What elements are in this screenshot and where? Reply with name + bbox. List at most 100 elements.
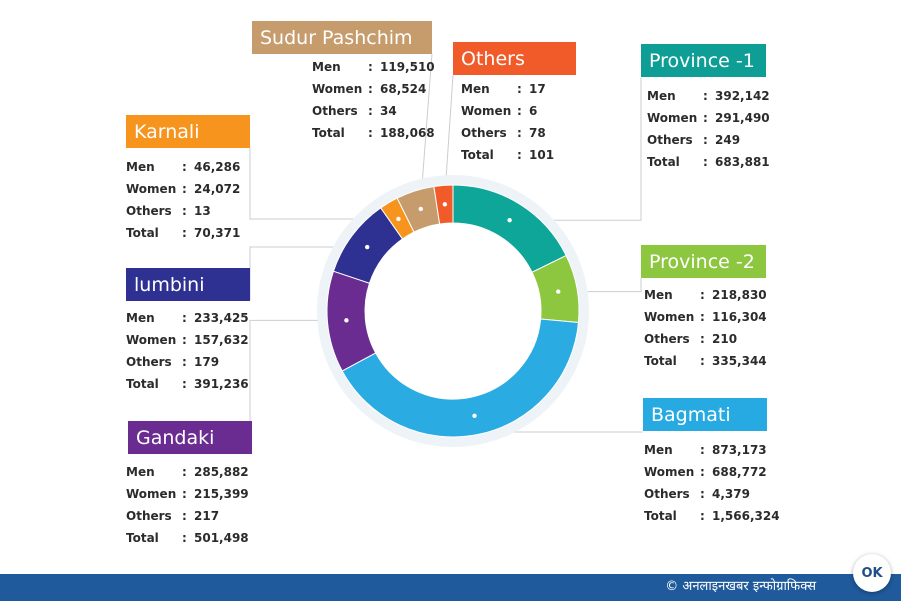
stat-key-women: Women: [312, 82, 363, 96]
stat-value-men: 873,173: [712, 443, 767, 457]
stat-value-others: 4,379: [712, 487, 750, 501]
stat-value-women: 157,632: [194, 333, 249, 347]
donut-slices: [317, 175, 589, 447]
stat-value-others: 217: [194, 509, 220, 523]
connector-dot: [344, 318, 349, 323]
stat-key-women: Women: [126, 487, 177, 501]
label-province-1: Province -1: [641, 44, 766, 77]
stat-colon: :: [700, 443, 705, 457]
stat-key-total: Total: [461, 148, 494, 162]
stat-value-men: 392,142: [715, 89, 770, 103]
stat-row-men: Men:873,173: [644, 439, 780, 461]
stat-key-women: Women: [461, 104, 512, 118]
connector-line: [249, 148, 399, 220]
stat-colon: :: [703, 155, 708, 169]
stat-value-women: 688,772: [712, 465, 767, 479]
connector-line: [249, 246, 368, 300]
stat-colon: :: [368, 126, 373, 140]
stat-value-total: 70,371: [194, 226, 241, 240]
label-text: Sudur Pashchim: [260, 26, 413, 49]
stat-value-women: 215,399: [194, 487, 249, 501]
stat-colon: :: [182, 377, 187, 391]
stat-row-others: Others:179: [126, 351, 249, 373]
stat-row-total: Total:70,371: [126, 222, 240, 244]
connector-dots: [344, 202, 561, 419]
stat-value-others: 210: [712, 332, 738, 346]
stat-colon: :: [182, 204, 187, 218]
stat-row-total: Total:101: [461, 144, 554, 166]
stat-row-others: Others:13: [126, 200, 240, 222]
stat-key-others: Others: [312, 104, 358, 118]
stat-key-men: Men: [461, 82, 490, 96]
footer-credit: © अनलाइनखबर इन्फोग्राफिक्स: [665, 579, 816, 594]
stat-colon: :: [703, 133, 708, 147]
stats-province-1: Men:392,142 Women:291,490 Others:249 Tot…: [647, 85, 770, 173]
stat-colon: :: [182, 509, 187, 523]
stat-value-men: 218,830: [712, 288, 767, 302]
stat-colon: :: [368, 104, 373, 118]
stat-value-total: 188,068: [380, 126, 435, 140]
stat-value-total: 683,881: [715, 155, 770, 169]
logo-text: OK: [861, 565, 883, 581]
stat-key-men: Men: [644, 443, 673, 457]
label-text: Others: [461, 47, 525, 70]
stat-row-men: Men:392,142: [647, 85, 770, 107]
connector-dot: [365, 244, 370, 250]
stat-value-total: 1,566,324: [712, 509, 780, 523]
footer-bar: © अनलाइनखबर इन्फोग्राफिक्स: [0, 574, 901, 601]
label-text: Gandaki: [136, 426, 215, 449]
stat-value-total: 391,236: [194, 377, 249, 391]
donut-halo: [317, 175, 589, 447]
stat-value-total: 101: [529, 148, 555, 162]
stat-row-total: Total:391,236: [126, 373, 249, 395]
stat-value-total: 335,344: [712, 354, 767, 368]
stat-row-others: Others:249: [647, 129, 770, 151]
stat-value-others: 34: [380, 104, 397, 118]
stat-row-others: Others:78: [461, 122, 554, 144]
stat-row-women: Women:116,304: [644, 306, 767, 328]
onlinekhabar-logo: OK: [853, 554, 891, 592]
stat-row-men: Men:285,882: [126, 461, 249, 483]
label-text: lumbini: [134, 273, 205, 296]
stats-lumbini: Men:233,425 Women:157,632 Others:179 Tot…: [126, 307, 249, 395]
stat-colon: :: [700, 487, 705, 501]
stat-row-total: Total:501,498: [126, 527, 249, 549]
stats-province-2: Men:218,830 Women:116,304 Others:210 Tot…: [644, 284, 767, 372]
stats-sudur-pashchim: Men:119,510 Women:68,524 Others:34 Total…: [312, 56, 435, 144]
stat-key-men: Men: [126, 311, 155, 325]
stat-colon: :: [368, 82, 373, 96]
stat-row-women: Women:215,399: [126, 483, 249, 505]
stats-gandaki: Men:285,882 Women:215,399 Others:217 Tot…: [126, 461, 249, 549]
connector-dot: [556, 289, 561, 294]
stat-key-others: Others: [126, 204, 172, 218]
stat-row-women: Women:68,524: [312, 78, 435, 100]
label-province-2: Province -2: [641, 245, 766, 278]
stat-key-total: Total: [126, 377, 159, 391]
stat-colon: :: [700, 465, 705, 479]
label-lumbini: lumbini: [126, 268, 250, 301]
stat-colon: :: [517, 126, 522, 140]
label-gandaki: Gandaki: [128, 421, 252, 454]
stat-colon: :: [703, 111, 708, 125]
stat-row-total: Total:683,881: [647, 151, 770, 173]
stat-key-women: Women: [644, 465, 695, 479]
stat-colon: :: [703, 89, 708, 103]
label-sudur-pashchim: Sudur Pashchim: [252, 21, 432, 54]
stat-colon: :: [700, 288, 705, 302]
stat-row-total: Total:335,344: [644, 350, 767, 372]
stat-colon: :: [182, 333, 187, 347]
label-text: Bagmati: [651, 403, 731, 426]
stat-value-men: 233,425: [194, 311, 249, 325]
label-text: Karnali: [134, 120, 200, 143]
stat-value-women: 68,524: [380, 82, 427, 96]
stat-row-women: Women:6: [461, 100, 554, 122]
connector-lines: [249, 53, 643, 454]
stat-row-others: Others:4,379: [644, 483, 780, 505]
stat-key-others: Others: [647, 133, 693, 147]
stat-value-men: 119,510: [380, 60, 435, 74]
stat-row-men: Men:119,510: [312, 56, 435, 78]
stat-colon: :: [368, 60, 373, 74]
stat-row-women: Women:157,632: [126, 329, 249, 351]
stat-key-men: Men: [644, 288, 673, 302]
